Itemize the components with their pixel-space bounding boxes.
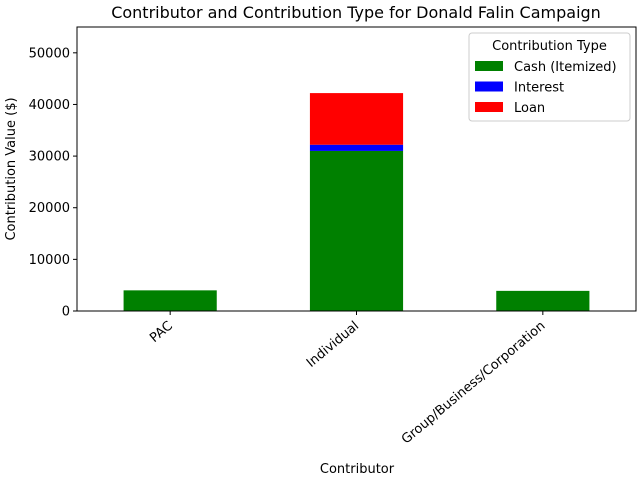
legend-title: Contribution Type bbox=[492, 39, 607, 54]
bar-cash-itemized-2 bbox=[496, 290, 590, 311]
y-tick-label-3: 30000 bbox=[29, 150, 70, 165]
bar-cash-itemized-1 bbox=[309, 150, 404, 311]
legend-swatch-0 bbox=[475, 61, 503, 71]
y-tick-label-4: 40000 bbox=[29, 98, 70, 113]
legend-label-2: Loan bbox=[514, 101, 545, 116]
y-tick-label-0: 0 bbox=[62, 305, 70, 320]
legend-label-0: Cash (Itemized) bbox=[514, 60, 617, 75]
legend-box bbox=[468, 32, 631, 122]
x-tick-label-0: PAC bbox=[147, 319, 176, 346]
bar-interest-1 bbox=[309, 144, 404, 151]
legend: Contribution Type Cash (Itemized) Interest… bbox=[468, 32, 631, 122]
chart-title: Contributor and Contribution Type for Do… bbox=[111, 3, 601, 22]
y-axis-title: Contribution Value ($) bbox=[4, 97, 19, 240]
y-tick-label-1: 10000 bbox=[29, 253, 70, 268]
y-tick-label-5: 50000 bbox=[29, 46, 70, 61]
legend-label-1: Interest bbox=[514, 81, 564, 96]
bar-cash-itemized-0 bbox=[123, 290, 217, 311]
x-tick-label-2: Group/Business/Corporation bbox=[399, 319, 548, 448]
legend-swatch-2 bbox=[475, 102, 503, 112]
x-axis-title: Contributor bbox=[320, 462, 395, 477]
x-tick-label-1: Individual bbox=[304, 319, 362, 371]
bar-loan-1 bbox=[309, 93, 404, 145]
legend-swatch-1 bbox=[475, 81, 503, 92]
y-tick-label-2: 20000 bbox=[29, 201, 70, 216]
